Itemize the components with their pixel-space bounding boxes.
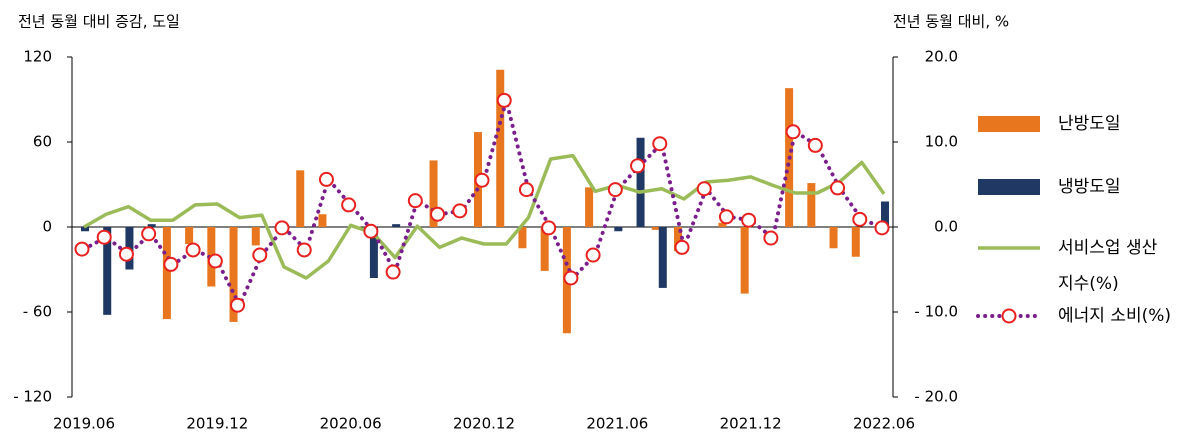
bar: [229, 227, 238, 322]
energy-marker: [452, 203, 468, 219]
legend-label: 에너지 소비(%): [1058, 306, 1172, 326]
energy-marker: [407, 193, 423, 209]
legend-swatch: [978, 116, 1040, 132]
x-tick-label: 2019.06: [53, 415, 115, 433]
y2-tick-label: 20.0: [925, 48, 958, 66]
legend-label: 난방도일: [1058, 114, 1121, 134]
y2-tick-label: - 20.0: [914, 388, 958, 406]
bar: [162, 227, 171, 320]
energy-marker: [496, 92, 512, 108]
energy-marker: [874, 220, 890, 236]
energy-marker: [518, 182, 534, 198]
bar: [829, 227, 838, 249]
bar: [881, 201, 889, 227]
y-axis-title: 전년 동월 대비 증감, 도일: [18, 13, 180, 31]
bar: [318, 214, 327, 227]
bar: [658, 227, 667, 288]
energy-marker: [341, 197, 357, 213]
y2-axis-title: 전년 동월 대비, %: [893, 13, 1009, 31]
y-tick-label: - 60: [23, 303, 52, 321]
energy-marker: [274, 220, 290, 236]
energy-marker: [74, 241, 90, 257]
legend-marker: [1001, 308, 1017, 324]
y2-tick-label: 0.0: [934, 218, 958, 236]
x-tick-label: 2020.06: [320, 415, 382, 433]
y-tick-label: 0: [42, 218, 52, 236]
bar: [185, 227, 194, 244]
energy-marker: [296, 242, 312, 258]
energy-marker: [652, 136, 668, 152]
y-tick-label: 120: [23, 48, 52, 66]
energy-line: [82, 92, 886, 310]
y-tick-label: - 120: [13, 388, 52, 406]
energy-marker: [563, 270, 579, 286]
energy-marker: [252, 247, 268, 263]
legend-swatch: [978, 179, 1040, 195]
energy-marker: [630, 158, 646, 174]
bar: [651, 227, 660, 230]
bar: [369, 227, 378, 278]
energy-marker: [741, 212, 757, 228]
legend-label: 서비스업 생산지수(%): [1058, 238, 1158, 294]
legend-label: 냉방도일: [1058, 177, 1121, 197]
x-tick-label: 2022.06: [853, 415, 915, 433]
energy-marker: [185, 242, 201, 258]
bar: [718, 222, 727, 227]
energy-marker: [207, 253, 223, 269]
bar: [429, 160, 438, 227]
bar: [296, 170, 305, 227]
energy-marker: [363, 223, 379, 239]
energy-marker: [541, 220, 557, 236]
bar: [540, 227, 549, 271]
energy-marker: [807, 137, 823, 153]
bar: [636, 137, 645, 227]
energy-marker: [141, 226, 157, 242]
energy-marker: [118, 246, 134, 262]
y2-tick-label: - 10.0: [914, 303, 958, 321]
x-tick-label: 2019.12: [186, 415, 248, 433]
energy-marker: [607, 182, 623, 198]
bar: [147, 224, 156, 227]
energy-marker: [585, 247, 601, 263]
energy-marker: [852, 211, 868, 227]
energy-marker: [96, 229, 112, 245]
energy-marker: [163, 256, 179, 272]
x-tick-label: 2021.06: [586, 415, 648, 433]
energy-marker: [318, 171, 334, 187]
bar: [585, 187, 594, 227]
y-tick-label: 60: [33, 133, 52, 151]
bar: [614, 227, 623, 232]
energy-marker: [718, 209, 734, 225]
energy-marker: [830, 180, 846, 196]
x-tick-label: 2020.12: [453, 415, 515, 433]
bar: [392, 224, 401, 227]
bar: [81, 227, 89, 232]
energy-marker: [230, 297, 246, 313]
service-line: [83, 153, 886, 280]
energy-marker: [474, 172, 490, 188]
bar: [674, 227, 682, 252]
energy-marker: [385, 264, 401, 280]
y2-tick-label: 10.0: [925, 133, 958, 151]
bar: [807, 183, 816, 227]
bar: [740, 227, 749, 294]
energy-marker: [763, 230, 779, 246]
energy-marker: [430, 206, 446, 222]
energy-marker: [785, 124, 801, 140]
energy-marker: [674, 239, 690, 255]
bar: [496, 69, 505, 227]
x-tick-label: 2021.12: [720, 415, 782, 433]
bar: [518, 227, 527, 249]
energy-marker: [696, 181, 712, 197]
bar: [851, 227, 860, 257]
bar: [103, 227, 112, 315]
bar: [251, 227, 260, 246]
